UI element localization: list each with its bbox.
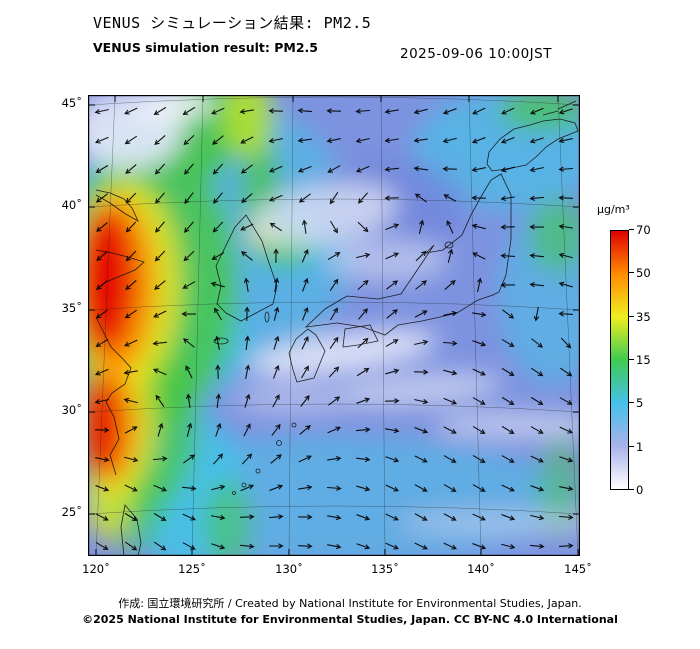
- colorbar-tick-5: 5: [629, 396, 666, 410]
- lat-tick-40: 40˚: [61, 198, 82, 212]
- credit-line: 作成: 国立環境研究所 / Created by National Instit…: [118, 597, 582, 610]
- colorbar-unit-label: µg/m³: [597, 203, 630, 216]
- colorbar-tick-35: 35: [629, 310, 666, 324]
- lat-tick-30: 30˚: [61, 403, 82, 417]
- timestamp: 2025-09-06 10:00JST: [400, 46, 552, 62]
- lat-tick-35: 35˚: [61, 301, 82, 315]
- lat-tick-45: 45˚: [61, 96, 82, 110]
- coastlines: [95, 100, 579, 556]
- lon-tick-120: 120˚: [82, 562, 110, 576]
- map-panel: [88, 95, 580, 556]
- lon-tick-145: 145˚: [564, 562, 592, 576]
- map-canvas: [88, 95, 580, 556]
- map-frame-border: [88, 95, 580, 556]
- lon-tick-125: 125˚: [178, 562, 206, 576]
- copyright-line: ©2025 National Institute for Environment…: [82, 613, 618, 626]
- colorbar-tick-1: 1: [629, 440, 666, 454]
- lon-tick-140: 140˚: [467, 562, 495, 576]
- colorbar-tick-70: 70: [629, 223, 666, 237]
- lon-tick-135: 135˚: [371, 562, 399, 576]
- wind-vector-arrows: [94, 107, 574, 551]
- colorbar-tick-15: 15: [629, 353, 666, 367]
- axis-ticks: [89, 96, 579, 555]
- title-japanese: VENUS シミュレーション結果: PM2.5: [93, 14, 372, 32]
- colorbar-tick-0: 0: [629, 483, 666, 497]
- colorbar-tick-50: 50: [629, 266, 666, 280]
- lon-tick-130: 130˚: [275, 562, 303, 576]
- lat-tick-25: 25˚: [61, 505, 82, 519]
- pm25-field-blobs: [88, 95, 580, 556]
- colorbar: [610, 230, 629, 490]
- title-english: VENUS simulation result: PM2.5: [93, 40, 318, 55]
- graticule: [88, 95, 580, 556]
